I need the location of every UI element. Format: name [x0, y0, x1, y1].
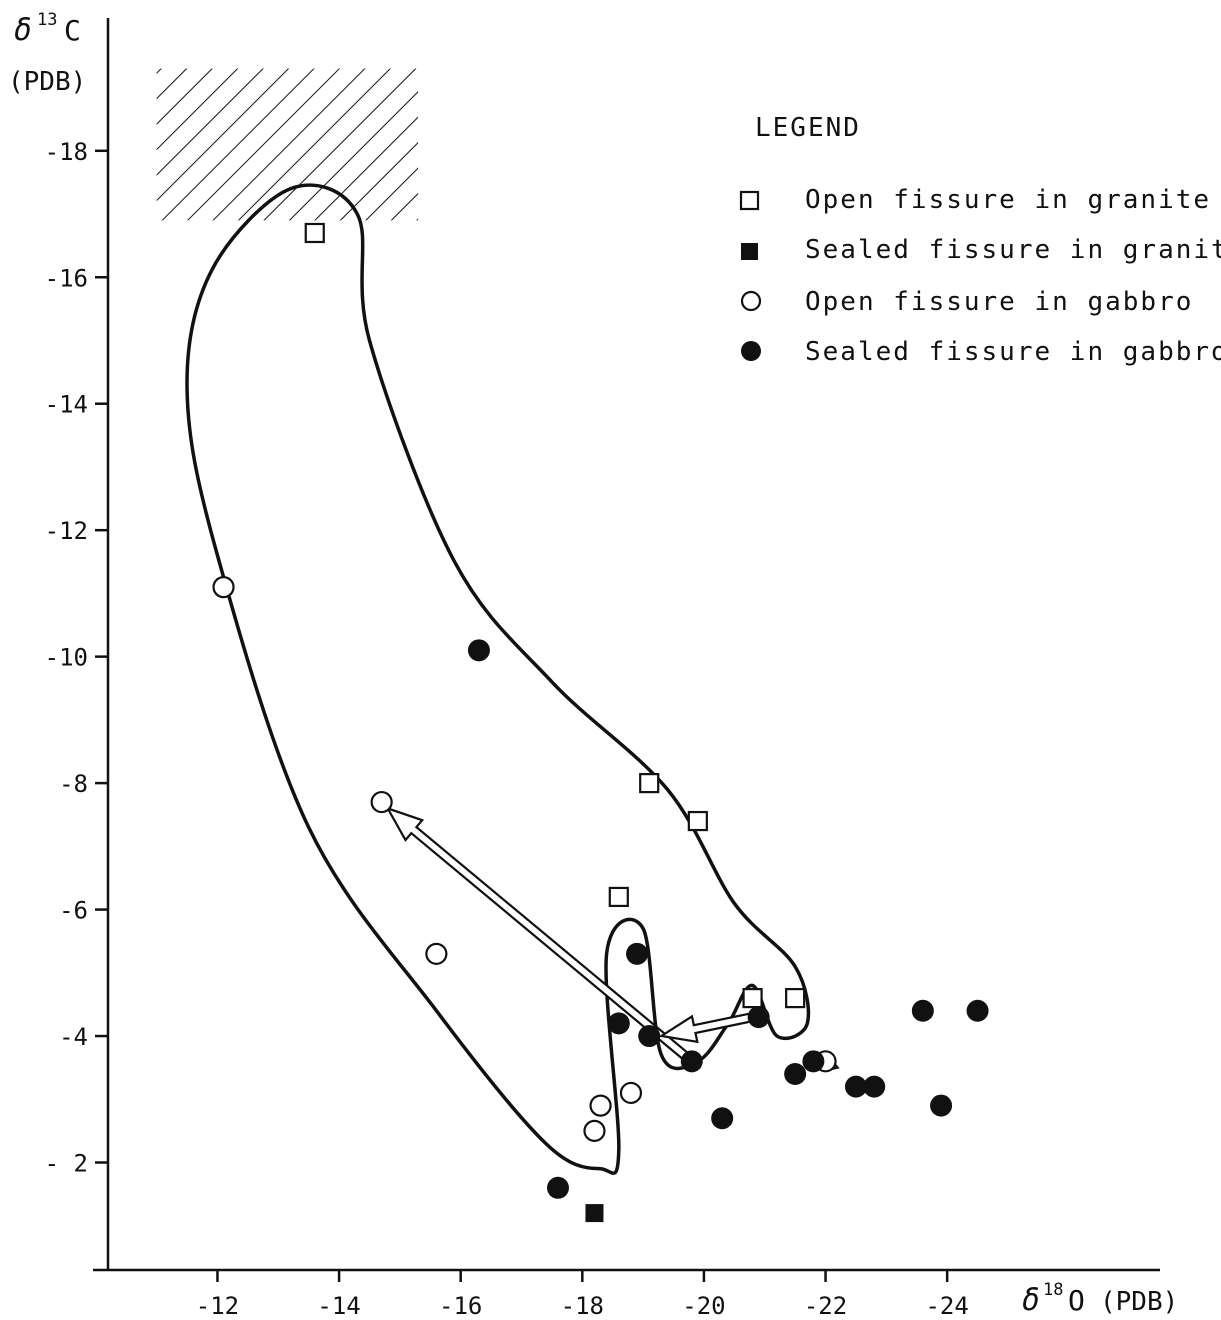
point-open-fissure-granite [742, 988, 763, 1009]
y-axis-unit: (PDB) [8, 67, 86, 97]
point-sealed-fissure-gabbro [638, 1025, 661, 1048]
point-open-fissure-granite [304, 222, 325, 244]
y-tick-label: -8 [59, 770, 88, 798]
point-sealed-fissure-gabbro [930, 1094, 953, 1117]
point-sealed-fissure-gabbro [711, 1107, 734, 1130]
point-sealed-fissure-gabbro [784, 1062, 807, 1085]
point-sealed-fissure-gabbro [911, 999, 934, 1022]
y-tick-label: -10 [45, 644, 88, 672]
point-sealed-fissure-gabbro [546, 1176, 569, 1199]
point-open-fissure-granite [639, 773, 660, 794]
point-sealed-fissure-gabbro [626, 942, 649, 965]
y-ticks: - 2 -4 -6 -8 -10 -12 -14 -16 -18 [45, 138, 108, 1178]
legend-marker-filled-square [741, 243, 758, 260]
x-axis-element: O [1068, 1284, 1085, 1317]
y-tick-label: -4 [59, 1023, 88, 1051]
point-open-fissure-granite [785, 988, 806, 1009]
x-tick-label: -16 [439, 1292, 482, 1320]
y-tick-label: -14 [45, 391, 88, 419]
legend: LEGEND Open fissure in granite Sealed fi… [739, 113, 1221, 367]
main-field-envelope [185, 183, 811, 1175]
point-sealed-fissure-gabbro [607, 1012, 630, 1035]
x-tick-label: -20 [682, 1292, 725, 1320]
point-open-fissure-gabbro [589, 1094, 612, 1117]
x-tick-label: -22 [804, 1292, 847, 1320]
trend-arrow [385, 806, 696, 1066]
legend-label-sealed-gabbro: Sealed fissure in gabbro [805, 337, 1221, 367]
point-sealed-fissure-granite [585, 1204, 604, 1223]
y-axis-symbol: δ [14, 13, 32, 48]
y-axis-isotope-mass: 13 [37, 10, 57, 30]
point-sealed-fissure-gabbro [467, 639, 490, 662]
y-axis-element: C [64, 14, 81, 47]
x-tick-label: -14 [317, 1292, 360, 1320]
point-sealed-fissure-gabbro [966, 999, 989, 1022]
x-tick-label: -12 [196, 1292, 239, 1320]
x-axis-isotope-mass: 18 [1043, 1280, 1063, 1300]
data-points [212, 222, 989, 1223]
trend-arrow [658, 1011, 755, 1044]
point-sealed-fissure-gabbro [747, 1006, 770, 1029]
legend-marker-open-square [739, 190, 760, 211]
x-ticks: -12 -14 -16 -18 -20 -22 -24 [196, 1270, 969, 1320]
hatched-region [156, 68, 419, 221]
legend-label-open-gabbro: Open fissure in gabbro [805, 287, 1193, 317]
x-tick-label: -18 [561, 1292, 604, 1320]
legend-marker-filled-circle [741, 341, 761, 361]
y-axis-label: δ 13 C (PDB) [8, 10, 86, 97]
point-open-fissure-gabbro [370, 790, 393, 814]
y-tick-label: -16 [45, 264, 88, 292]
point-sealed-fissure-gabbro [844, 1075, 867, 1098]
y-tick-label: -12 [45, 517, 88, 545]
legend-label-sealed-granite: Sealed fissure in granite [805, 235, 1221, 265]
legend-title: LEGEND [755, 113, 861, 143]
legend-label-open-granite: Open fissure in granite [805, 185, 1211, 215]
point-open-fissure-gabbro [212, 575, 235, 599]
y-tick-label: -6 [59, 897, 88, 925]
x-axis-label: δ 18 O (PDB) [1022, 1280, 1178, 1318]
point-sealed-fissure-gabbro [680, 1050, 703, 1073]
point-open-fissure-gabbro [425, 942, 448, 965]
x-axis-symbol: δ [1022, 1283, 1040, 1318]
y-tick-label: -18 [45, 138, 88, 166]
point-open-fissure-granite [687, 810, 708, 832]
point-sealed-fissure-gabbro [802, 1050, 825, 1073]
point-sealed-fissure-gabbro [863, 1075, 886, 1098]
point-open-fissure-gabbro [619, 1081, 643, 1105]
legend-marker-open-circle [740, 290, 762, 312]
point-open-fissure-gabbro [583, 1119, 606, 1142]
x-tick-label: -24 [925, 1292, 968, 1320]
point-open-fissure-granite [608, 886, 629, 908]
x-axis-unit: (PDB) [1100, 1287, 1178, 1317]
y-tick-label: - 2 [45, 1150, 88, 1178]
